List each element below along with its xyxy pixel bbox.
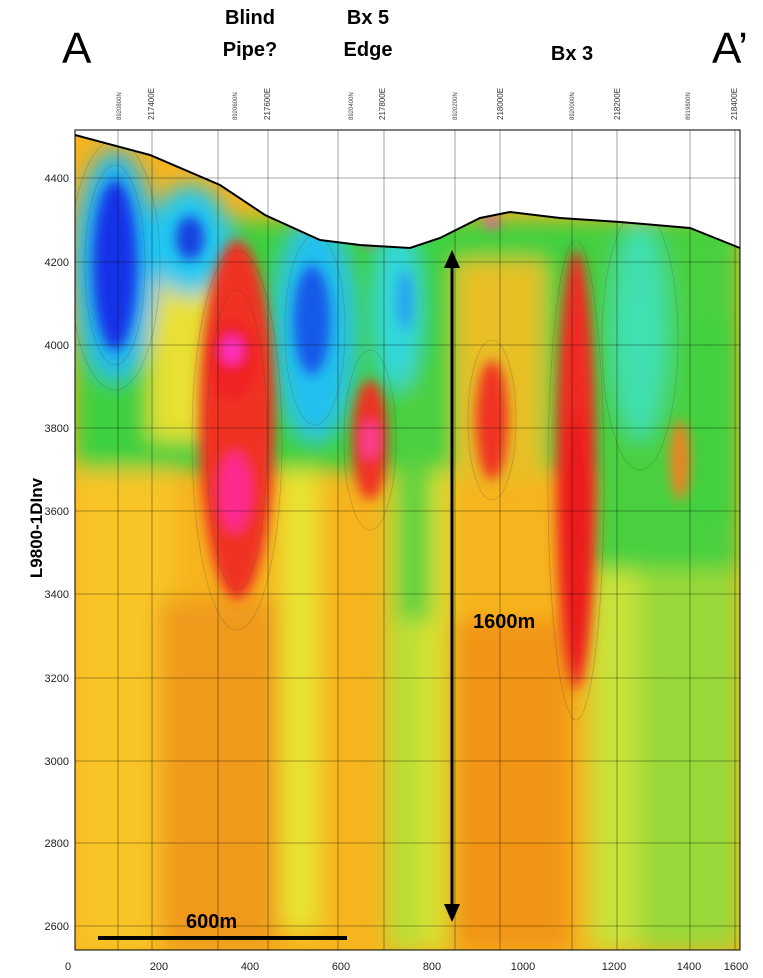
y-tick-label: 4400 <box>45 173 69 185</box>
x-tick-label: 600 <box>332 961 350 973</box>
feature-label-blind-pipe-line1: Blind <box>225 7 275 29</box>
x-axis: 0 200 400 600 800 1000 1200 1400 1600 <box>65 961 748 973</box>
terrain-surface-line <box>74 134 741 250</box>
feature-label-bx5-line1: Bx 5 <box>347 7 389 29</box>
y-axis-title: L9800-1DInv <box>27 477 46 578</box>
easting-label: 218000E <box>496 88 505 120</box>
easting-labels: 217400E 217600E 217800E 218000E 218200E … <box>147 88 739 120</box>
y-tick-label: 4200 <box>45 257 69 269</box>
section-end-label: A’ <box>712 24 748 73</box>
northing-label: 8920000N <box>570 92 576 120</box>
arrow-up-icon <box>444 250 460 268</box>
y-axis: 4400 4200 4000 3800 3600 3400 3200 3000 … <box>27 173 69 933</box>
y-tick-label: 3200 <box>45 673 69 685</box>
scale-bar: 600m <box>98 911 347 940</box>
x-tick-label: 1400 <box>677 961 701 973</box>
x-tick-label: 200 <box>150 961 168 973</box>
northing-label: 8920200N <box>453 92 459 120</box>
x-tick-label: 1200 <box>602 961 626 973</box>
arrow-down-icon <box>444 904 460 922</box>
x-tick-label: 1000 <box>511 961 535 973</box>
resistivity-color-field <box>75 135 740 950</box>
northing-label: 8919800N <box>686 92 692 120</box>
y-tick-label: 3800 <box>45 423 69 435</box>
y-tick-label: 2800 <box>45 838 69 850</box>
x-tick-label: 800 <box>423 961 441 973</box>
depth-arrow-label: 1600m <box>473 611 535 633</box>
easting-label: 218200E <box>613 88 622 120</box>
plot-frame <box>74 129 741 951</box>
y-tick-label: 4000 <box>45 340 69 352</box>
northing-label: 8920600N <box>233 92 239 120</box>
x-tick-label: 1600 <box>724 961 748 973</box>
y-tick-label: 3000 <box>45 756 69 768</box>
x-tick-label: 400 <box>241 961 259 973</box>
easting-label: 217600E <box>263 88 272 120</box>
y-tick-label: 2600 <box>45 921 69 933</box>
northing-labels: 8920800N 8920600N 8920400N 8920200N 8920… <box>117 92 692 120</box>
easting-label: 218400E <box>730 88 739 120</box>
grid-lines <box>75 130 740 950</box>
easting-label: 217800E <box>378 88 387 120</box>
feature-label-bx5-line2: Edge <box>344 39 393 61</box>
easting-label: 217400E <box>147 88 156 120</box>
feature-label-blind-pipe-line2: Pipe? <box>223 39 277 61</box>
depth-arrow: 1600m <box>444 250 535 922</box>
feature-label-bx3: Bx 3 <box>551 43 593 65</box>
section-start-label: A <box>62 24 92 73</box>
scale-bar-label: 600m <box>186 911 237 933</box>
northing-label: 8920400N <box>349 92 355 120</box>
y-tick-label: 3600 <box>45 506 69 518</box>
northing-label: 8920800N <box>117 92 123 120</box>
x-tick-label: 0 <box>65 961 71 973</box>
y-tick-label: 3400 <box>45 589 69 601</box>
